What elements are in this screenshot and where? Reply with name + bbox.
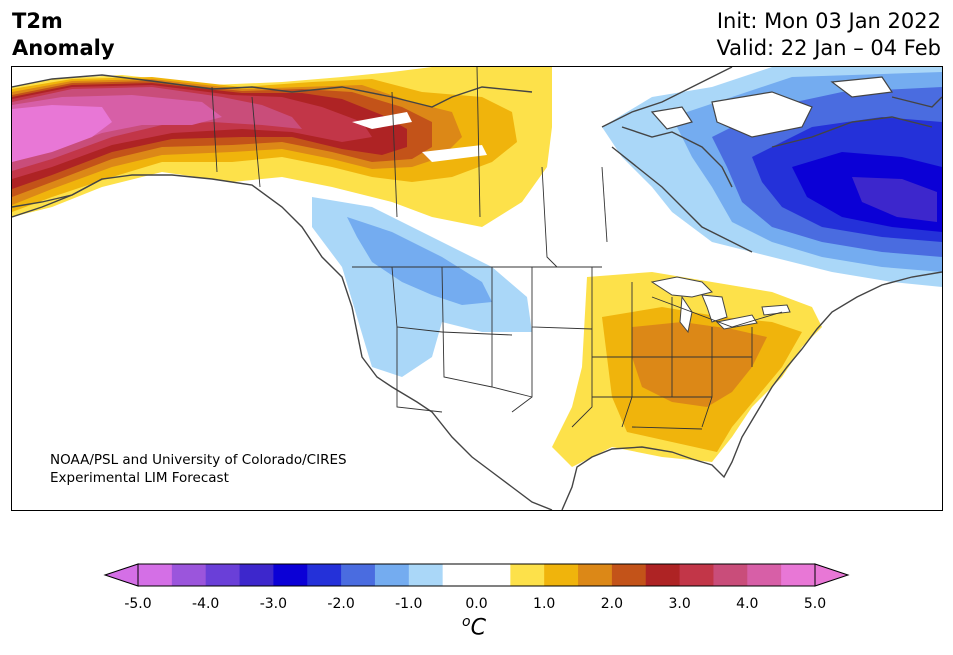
colorbar-cell (544, 564, 579, 586)
colorbar-under-triangle (103, 563, 139, 587)
colorbar-cell (171, 564, 207, 586)
colorbar-tick-label: 3.0 (668, 596, 691, 612)
colorbar-tick-label: -3.0 (259, 596, 288, 612)
colorbar-tick-label: 2.0 (600, 596, 624, 612)
coastlines (12, 67, 942, 510)
colorbar-unit: oC (462, 614, 486, 640)
colorbar-tick-label: -5.0 (124, 596, 152, 612)
forecast-dates: Init: Mon 03 Jan 2022 Valid: 22 Jan – 04… (716, 8, 941, 62)
map-svg: NOAA/PSL and University of Colorado/CIRE… (12, 67, 942, 510)
northern-lakes (352, 112, 552, 195)
variable-label: T2m (12, 9, 63, 33)
colorbar-cell (442, 564, 477, 586)
colorbar-tick-label: 5.0 (803, 596, 827, 612)
colorbar-outline (137, 563, 816, 587)
colorbar-cell (205, 564, 241, 586)
colorbar-cell (679, 564, 714, 586)
anomaly-map: NOAA/PSL and University of Colorado/CIRE… (11, 66, 943, 511)
colorbar-cells (138, 564, 816, 586)
colorbar-over-triangle (814, 563, 850, 587)
unit-degree-prefix: o (462, 614, 471, 630)
colorbar-cell (747, 564, 782, 586)
colorbar-tick-label: -2.0 (327, 596, 355, 612)
credit-line-1: NOAA/PSL and University of Colorado/CIRE… (50, 452, 347, 468)
colorbar-cell (374, 564, 410, 586)
credit-line-2: Experimental LIM Forecast (50, 470, 229, 486)
colorbar-cell (578, 564, 613, 586)
colorbar-cell (781, 564, 816, 586)
warm-anomaly-northwest (12, 67, 552, 227)
colorbar-cell (138, 564, 173, 586)
political-borders (211, 67, 783, 430)
colorbar-tick-label: 0.0 (465, 596, 488, 612)
unit-base: C (470, 615, 486, 641)
arctic-islands (650, 76, 894, 138)
anomaly-label: Anomaly (12, 36, 115, 60)
init-date-label: Init: Mon 03 Jan 2022 (716, 9, 941, 33)
colorbar-cell (510, 564, 545, 586)
colorbar-cell (307, 564, 342, 586)
great-lakes (650, 276, 791, 334)
colorbar-tick-label: -4.0 (192, 596, 220, 612)
colorbar-cell (713, 564, 748, 586)
colorbar-cell (408, 564, 444, 586)
colorbar-cell (341, 564, 376, 586)
colorbar-cell (645, 564, 681, 586)
cold-anomaly-west (312, 197, 532, 377)
map-title: T2m Anomaly (12, 8, 115, 62)
colorbar-tick-label: -1.0 (395, 596, 423, 612)
valid-date-label: Valid: 22 Jan – 04 Feb (716, 36, 941, 60)
colorbar-cell (611, 564, 647, 586)
colorbar-tick-label: 4.0 (736, 596, 759, 612)
colorbar-cell (239, 564, 274, 586)
colorbar-cell (273, 564, 308, 586)
colorbar-tick-label: 1.0 (533, 596, 556, 612)
colorbar-cell (476, 564, 511, 586)
